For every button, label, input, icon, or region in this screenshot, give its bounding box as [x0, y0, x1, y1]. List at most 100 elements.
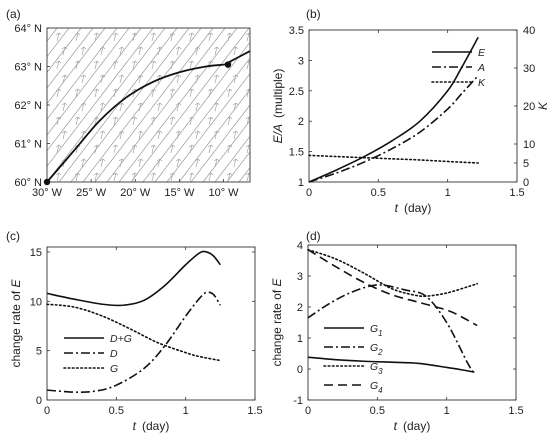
track-marker	[43, 178, 51, 186]
vector-glyph	[112, 88, 119, 98]
vector-glyph	[74, 60, 81, 70]
vector-glyph	[61, 102, 68, 112]
y-tick-label: 1	[297, 333, 303, 345]
vector-glyph	[207, 32, 214, 42]
series-line	[307, 248, 478, 298]
vector-glyph	[131, 144, 138, 154]
streamline	[82, 28, 202, 182]
y-axis-right-label: K	[536, 101, 550, 110]
vector-glyph	[207, 116, 214, 126]
vector-glyph	[137, 102, 144, 112]
vector-glyph	[226, 144, 233, 154]
vector-glyph	[118, 46, 125, 56]
y-axis-label: E/A (multiple)	[271, 69, 285, 144]
vector-glyph	[226, 88, 233, 98]
vector-glyph	[137, 158, 144, 168]
x-tick-label: 1	[445, 187, 451, 199]
streamline	[47, 28, 166, 182]
vector-glyph	[118, 158, 125, 168]
vector-glyph	[80, 158, 87, 168]
panel-b: (b) 0 0.5 1 1.5 1 1.5 2 2.5 3 3.5 0 5 10 20 30 40 t (day) E…	[271, 7, 550, 215]
y-axis-label-text: change rate of	[270, 286, 284, 366]
vector-glyph	[213, 130, 220, 140]
vector-glyph	[150, 32, 157, 42]
streamlines	[47, 28, 405, 182]
vector-glyph	[55, 116, 62, 126]
vector-glyph	[213, 158, 220, 168]
streamline	[47, 28, 130, 136]
x-tick-label: 0.5	[370, 405, 385, 417]
legend-label: G1	[370, 323, 383, 338]
legend-label-sub: 2	[377, 348, 383, 357]
series-line	[308, 75, 479, 183]
x-tick-label: 0.5	[371, 187, 386, 199]
x-tick-label: 30° W	[32, 187, 63, 199]
series-line	[308, 154, 479, 164]
vector-glyph	[61, 130, 68, 140]
vector-glyph	[131, 116, 138, 126]
legend-label-sub: 3	[378, 367, 383, 376]
vector-glyph	[232, 102, 239, 112]
legend-label: G4	[370, 380, 383, 395]
vector-glyph	[188, 116, 195, 126]
track-marker	[224, 61, 232, 68]
vector-glyph	[74, 32, 81, 42]
x-axis-label: t (day)	[394, 419, 431, 433]
streamline	[202, 120, 250, 182]
y-axis-label-text: change rate of	[9, 287, 23, 367]
vector-glyph	[252, 47, 257, 55]
y-tick-right-label: 0	[523, 177, 529, 189]
vector-glyph	[188, 32, 195, 42]
y-tick-label: 64° N	[14, 23, 42, 35]
vector-glyph	[213, 102, 220, 112]
streamline	[287, 28, 405, 182]
vector-glyph	[118, 102, 125, 112]
legend-label-var: G	[370, 361, 378, 373]
plot-frame	[46, 246, 256, 401]
series-line	[46, 291, 222, 393]
legend-label-var: G	[370, 342, 378, 354]
streamline	[142, 41, 250, 182]
vector-glyph	[118, 130, 125, 140]
vector-glyph	[245, 60, 250, 70]
y-axis-label: change rate of E	[9, 278, 23, 367]
vector-glyph	[93, 88, 100, 98]
x-axis-label-var: t	[133, 419, 137, 433]
vector-glyph	[156, 158, 163, 168]
vector-glyph	[207, 172, 214, 182]
vector-glyph	[131, 60, 138, 70]
vector-glyph	[93, 32, 100, 42]
vector-glyph	[112, 144, 119, 154]
panel-label-c: (c)	[6, 229, 20, 243]
panel-a: (a) 30° W 25° W 20° W 15° W 10° W 60° N 61° N 62…	[6, 7, 405, 199]
vector-glyph	[169, 60, 176, 70]
legend-label-sub: 1	[378, 329, 382, 338]
vector-glyph	[169, 144, 176, 154]
series-line	[46, 303, 222, 362]
vector-glyph	[61, 46, 68, 56]
vector-glyph	[74, 116, 81, 126]
vector-glyph	[112, 60, 119, 70]
vector-glyph	[232, 74, 239, 84]
streamline	[94, 28, 214, 182]
vector-glyph	[188, 60, 195, 70]
y-tick-right-label: 30	[523, 63, 535, 75]
streamline	[47, 28, 118, 120]
vector-glyph	[99, 102, 106, 112]
vector-glyph	[175, 74, 182, 84]
vector-glyph	[194, 158, 201, 168]
vector-glyph	[80, 74, 87, 84]
vector-glyph	[55, 172, 62, 182]
vector-glyph	[150, 88, 157, 98]
series-line	[307, 356, 475, 373]
vector-glyph	[156, 46, 163, 56]
vector-glyph	[194, 130, 201, 140]
vector-glyph	[245, 32, 250, 42]
vector-glyph	[194, 102, 201, 112]
vector-glyph	[252, 131, 257, 139]
x-tick-label: 25° W	[76, 187, 107, 199]
vector-glyph	[175, 46, 182, 56]
y-tick-label: 0	[36, 395, 42, 407]
vector-glyph	[137, 130, 144, 140]
